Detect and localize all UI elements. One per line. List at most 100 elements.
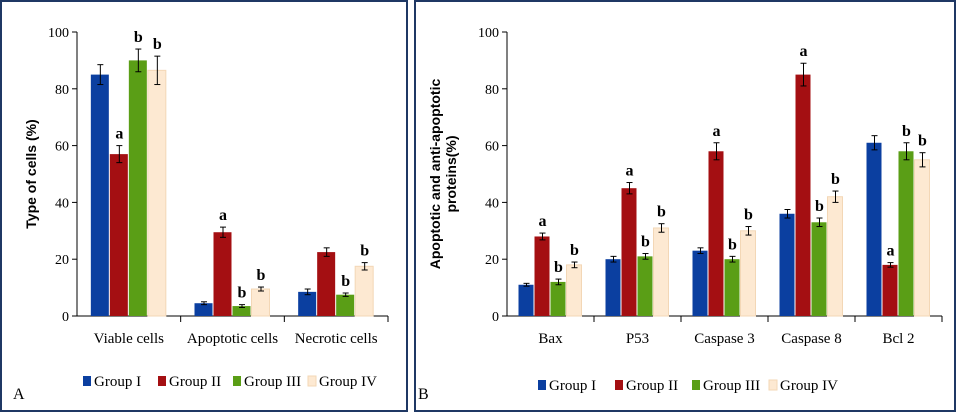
bar-group-iv-caspase-3 [740, 230, 756, 317]
bar-group-iii-caspase-8 [811, 222, 827, 316]
chart-a-svg: 0 20 40 60 80 100 Type of cells (%) Viable cell… [0, 0, 408, 412]
bar-group-i-bcl-2 [866, 142, 882, 316]
significance-letter: b [134, 29, 143, 46]
bar-group-i-necrotic-cells [298, 291, 317, 316]
bar-group-i-caspase-8 [779, 213, 795, 316]
bar-group-iv-p53 [653, 227, 669, 317]
bar-group-iii-apoptotic-cells [232, 306, 251, 316]
bar-group-iii-caspase-3 [724, 259, 740, 316]
bar-group-i-bax [518, 284, 534, 316]
y-tick-label: 80 [55, 83, 69, 98]
y-axis-label-line: proteins(%) [443, 136, 459, 213]
x-tick-label: P53 [626, 331, 649, 347]
bar-group-i-viable-cells [90, 74, 109, 316]
y-tick-label: 40 [55, 196, 69, 211]
significance-letter: b [238, 285, 247, 302]
bar-group-i-apoptotic-cells [194, 303, 213, 316]
significance-letter: b [554, 259, 563, 276]
bar-group-iii-necrotic-cells [336, 294, 355, 316]
significance-letter: b [341, 273, 350, 290]
x-tick-label: Apoptotic cells [187, 331, 278, 347]
bar-group-iii-bax [550, 281, 566, 316]
bar-group-ii-caspase-3 [708, 151, 724, 316]
x-tick-label: Bcl 2 [882, 331, 914, 347]
panel-label: A [13, 386, 25, 403]
significance-letter: b [918, 133, 927, 150]
bar-group-iv-caspase-8 [827, 196, 843, 317]
significance-letter: b [657, 204, 666, 221]
significance-letter: b [257, 267, 266, 284]
bar-group-iv-apoptotic-cells [251, 288, 270, 317]
y-axis-label-line: Apoptotic and anti-apoptotic [427, 79, 443, 270]
y-axis-label: Type of cells (%) [23, 119, 39, 228]
bar-group-i-p53 [605, 259, 621, 316]
y-tick-label: 60 [485, 140, 499, 155]
bar-group-iv-bax [566, 264, 582, 317]
bar-group-ii-viable-cells [109, 154, 128, 316]
bar-group-ii-bax [534, 236, 550, 316]
y-tick-label: 80 [485, 83, 499, 98]
legend-swatch-group-ii [158, 376, 166, 386]
legend-swatch-group-i [538, 380, 546, 390]
legend-swatch-group-iii [692, 380, 700, 390]
bar-group-ii-bcl-2 [882, 264, 898, 316]
legend-label-group-iii: Group III [244, 374, 301, 390]
significance-letter: a [626, 163, 634, 180]
significance-letter: b [831, 171, 840, 188]
legend-swatch-group-ii [615, 380, 623, 390]
significance-letter: b [744, 207, 753, 224]
legend-swatch-group-iii [233, 376, 241, 386]
significance-letter: b [360, 243, 369, 260]
chart-panel-a: 0 20 40 60 80 100 Type of cells (%) Viable cell… [0, 0, 408, 412]
bar-group-ii-apoptotic-cells [213, 232, 232, 316]
bar-group-ii-necrotic-cells [317, 252, 336, 316]
x-tick-label: Caspase 3 [694, 331, 754, 347]
significance-letter: a [539, 213, 547, 230]
y-tick-label: 100 [48, 26, 69, 41]
legend-swatch-group-iv [768, 379, 778, 391]
y-tick-label: 40 [485, 196, 499, 211]
bar-group-iii-viable-cells [128, 60, 147, 317]
legend-label-group-i: Group I [549, 378, 596, 394]
bar-group-iv-necrotic-cells [354, 265, 374, 317]
bar-group-ii-p53 [621, 188, 637, 316]
significance-letter: b [641, 234, 650, 251]
x-tick-label: Caspase 8 [781, 331, 841, 347]
significance-letter: a [713, 123, 721, 140]
panel-frame [0, 0, 408, 412]
significance-letter: b [153, 36, 162, 53]
x-tick-label: Viable cells [94, 331, 164, 347]
legend-label-group-ii: Group II [169, 374, 221, 390]
legend-label-group-iv: Group IV [319, 374, 377, 390]
legend-swatch-group-iv [307, 375, 317, 387]
x-tick-label: Bax [538, 331, 563, 347]
bar-group-iv-bcl-2 [914, 159, 930, 317]
chart-panel-b: 0 20 40 60 80 100 Apoptotic and anti-apoptotic… [414, 0, 956, 412]
significance-letter: a [219, 207, 227, 224]
y-tick-label: 20 [485, 253, 499, 268]
significance-letter: b [728, 236, 737, 253]
significance-letter: b [902, 123, 911, 140]
legend-label-group-i: Group I [94, 374, 141, 390]
panel-frame [414, 0, 956, 412]
y-tick-label: 0 [62, 310, 69, 325]
y-tick-label: 100 [478, 26, 499, 41]
chart-b-svg: 0 20 40 60 80 100 Apoptotic and anti-apoptotic… [414, 0, 956, 412]
y-tick-label: 20 [55, 253, 69, 268]
x-tick-label: Necrotic cells [295, 331, 378, 347]
significance-letter: b [815, 198, 824, 215]
bar-group-iv-viable-cells [147, 69, 167, 317]
significance-letter: a [887, 243, 895, 260]
bar-group-i-caspase-3 [692, 250, 708, 316]
legend-label-group-iii: Group III [703, 378, 760, 394]
significance-letter: b [570, 242, 579, 259]
legend-label-group-iv: Group IV [780, 378, 838, 394]
significance-letter: a [800, 43, 808, 60]
significance-letter: a [115, 126, 123, 143]
bar-group-iii-bcl-2 [898, 151, 914, 316]
panel-label: B [418, 386, 429, 403]
y-tick-label: 60 [55, 140, 69, 155]
bar-group-iii-p53 [637, 256, 653, 316]
bar-group-ii-caspase-8 [795, 74, 811, 316]
y-tick-label: 0 [492, 310, 499, 325]
